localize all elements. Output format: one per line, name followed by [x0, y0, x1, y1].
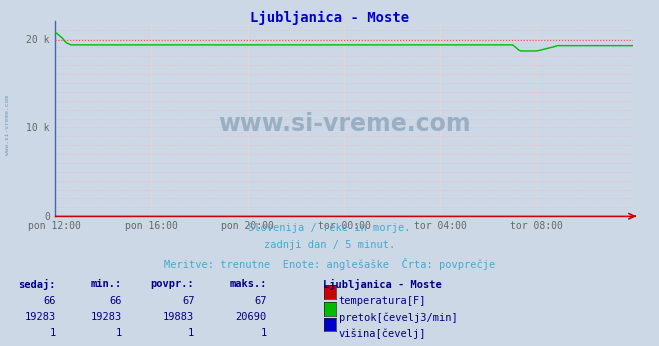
- Text: 19883: 19883: [163, 312, 194, 322]
- Text: 67: 67: [182, 296, 194, 306]
- Text: 19283: 19283: [25, 312, 56, 322]
- Text: zadnji dan / 5 minut.: zadnji dan / 5 minut.: [264, 240, 395, 251]
- Text: 20690: 20690: [236, 312, 267, 322]
- Text: 67: 67: [254, 296, 267, 306]
- Text: www.si-vreme.com: www.si-vreme.com: [217, 112, 471, 136]
- Text: maks.:: maks.:: [229, 279, 267, 289]
- Text: 19283: 19283: [91, 312, 122, 322]
- Text: Ljubljanica - Moste: Ljubljanica - Moste: [323, 279, 442, 290]
- Text: Meritve: trenutne  Enote: anglešaške  Črta: povprečje: Meritve: trenutne Enote: anglešaške Črta…: [164, 258, 495, 270]
- Text: temperatura[F]: temperatura[F]: [339, 296, 426, 306]
- Text: min.:: min.:: [91, 279, 122, 289]
- Text: povpr.:: povpr.:: [151, 279, 194, 289]
- Text: 1: 1: [50, 328, 56, 338]
- Text: višina[čevelj]: višina[čevelj]: [339, 328, 426, 338]
- Text: 1: 1: [116, 328, 122, 338]
- Text: Ljubljanica - Moste: Ljubljanica - Moste: [250, 11, 409, 25]
- Text: 66: 66: [43, 296, 56, 306]
- Text: www.si-vreme.com: www.si-vreme.com: [5, 94, 11, 155]
- Text: 1: 1: [188, 328, 194, 338]
- Text: 66: 66: [109, 296, 122, 306]
- Text: pretok[čevelj3/min]: pretok[čevelj3/min]: [339, 312, 457, 322]
- Text: Slovenija / reke in morje.: Slovenija / reke in morje.: [248, 223, 411, 233]
- Text: sedaj:: sedaj:: [18, 279, 56, 290]
- Text: 1: 1: [261, 328, 267, 338]
